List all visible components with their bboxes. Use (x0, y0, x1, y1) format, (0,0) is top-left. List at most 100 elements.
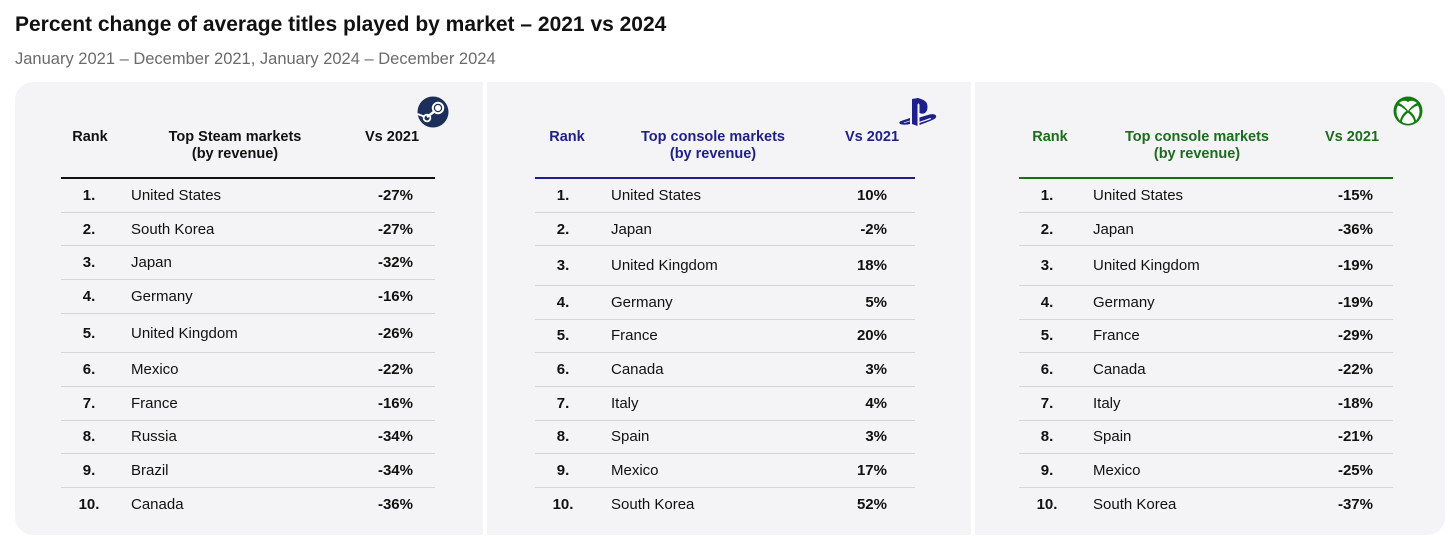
table-row: 1. United States 10% (535, 179, 915, 213)
market-cell: Canada (1093, 361, 1146, 379)
vs-2021-cell: -15% (1337, 186, 1373, 204)
rank-cell: 10. (78, 495, 100, 513)
header-vs: Vs 2021 (844, 129, 900, 145)
header-rank: Rank (549, 129, 585, 145)
rank-cell: 8. (1040, 428, 1054, 446)
table-row: 6. Canada 3% (535, 353, 915, 387)
header-rule (535, 177, 915, 179)
vs-2021-cell: -37% (1337, 495, 1373, 513)
vs-2021-cell: -22% (1337, 361, 1373, 379)
table-row: 6. Canada -22% (1019, 353, 1393, 387)
rank-cell: 3. (1040, 257, 1054, 275)
table-row: 2. Japan -2% (535, 213, 915, 247)
table-row: 7. Italy 4% (535, 387, 915, 421)
table-row: 5. France 20% (535, 320, 915, 354)
vs-2021-cell: -26% (377, 324, 413, 342)
table-row: 6. Mexico -22% (61, 353, 435, 387)
market-cell: South Korea (611, 495, 695, 513)
rank-cell: 7. (556, 394, 570, 412)
vs-2021-cell: 18% (856, 257, 887, 275)
chart-subtitle: January 2021 – December 2021, January 20… (15, 50, 496, 68)
vs-2021-cell: 10% (856, 186, 887, 204)
vs-2021-cell: -27% (377, 186, 413, 204)
market-cell: South Korea (1093, 495, 1177, 513)
table-row: 2. Japan -36% (1019, 213, 1393, 247)
rank-cell: 2. (556, 220, 570, 238)
vs-2021-cell: -22% (377, 361, 413, 379)
vs-2021-cell: -19% (1337, 293, 1373, 311)
market-cell: United Kingdom (131, 324, 238, 342)
table-row: 4. Germany 5% (535, 286, 915, 320)
market-cell: Japan (131, 254, 172, 272)
market-cell: United States (1093, 186, 1184, 204)
vs-2021-cell: -2% (860, 220, 887, 238)
vs-2021-cell: 5% (865, 293, 887, 311)
header-rank: Rank (72, 129, 108, 145)
table-row: 10. Canada -36% (61, 488, 435, 521)
rank-cell: 10. (552, 495, 574, 513)
vs-2021-cell: -27% (377, 220, 413, 238)
rank-cell: 4. (556, 293, 570, 311)
market-cell: Mexico (1093, 462, 1141, 480)
xbox-icon (1393, 96, 1423, 126)
vs-2021-cell: -32% (377, 254, 413, 272)
chart-title: Percent change of average titles played … (15, 13, 667, 36)
header-market-line2: (by revenue) (1153, 146, 1241, 162)
vs-2021-cell: -36% (377, 495, 413, 513)
vs-2021-cell: 3% (865, 361, 887, 379)
market-cell: Mexico (611, 462, 659, 480)
market-cell: United States (131, 186, 222, 204)
table-row: 4. Germany -19% (1019, 286, 1393, 320)
market-cell: United States (611, 186, 702, 204)
table-row: 8. Spain -21% (1019, 421, 1393, 455)
vs-2021-cell: -16% (377, 287, 413, 305)
rank-cell: 3. (556, 257, 570, 275)
rank-cell: 1. (1040, 186, 1054, 204)
header-market: Top console markets (by revenue) (1097, 129, 1297, 163)
rank-cell: 2. (82, 220, 96, 238)
market-cell: Russia (131, 428, 177, 446)
table-row: 3. United Kingdom 18% (535, 246, 915, 286)
table-row: 7. France -16% (61, 387, 435, 421)
market-cell: France (1093, 327, 1140, 345)
table-row: 4. Germany -16% (61, 280, 435, 314)
steam-panel: Rank Top Steam markets (by revenue) Vs 2… (15, 82, 483, 535)
table-row: 3. United Kingdom -19% (1019, 246, 1393, 286)
header-rule (1019, 177, 1393, 179)
rank-cell: 4. (1040, 293, 1054, 311)
header-market-line1: Top console markets (1125, 129, 1269, 145)
table-row: 5. United Kingdom -26% (61, 314, 435, 354)
market-cell: Canada (611, 361, 664, 379)
market-cell: South Korea (131, 220, 215, 238)
table-row: 9. Brazil -34% (61, 454, 435, 488)
vs-2021-cell: -16% (377, 394, 413, 412)
market-cell: Spain (611, 428, 650, 446)
market-cell: Spain (1093, 428, 1132, 446)
rank-cell: 9. (82, 462, 96, 480)
table-body: 1. United States 10% 2. Japan -2% 3. United Kin… (535, 179, 915, 521)
market-cell: Mexico (131, 361, 179, 379)
table-row: 2. South Korea -27% (61, 213, 435, 247)
table-row: 9. Mexico -25% (1019, 454, 1393, 488)
rank-cell: 6. (82, 361, 96, 379)
rank-cell: 5. (1040, 327, 1054, 345)
vs-2021-cell: -25% (1337, 462, 1373, 480)
market-cell: Italy (611, 394, 639, 412)
table-row: 10. South Korea 52% (535, 488, 915, 521)
header-market-line1: Top console markets (641, 129, 785, 145)
header-market: Top console markets (by revenue) (613, 129, 813, 163)
header-rule (61, 177, 435, 179)
rank-cell: 1. (556, 186, 570, 204)
table-row: 10. South Korea -37% (1019, 488, 1393, 521)
playstation-panel: Rank Top console markets (by revenue) Vs… (487, 82, 971, 535)
steam-icon (417, 96, 449, 128)
vs-2021-cell: -19% (1337, 257, 1373, 275)
vs-2021-cell: 17% (856, 462, 887, 480)
rank-cell: 6. (556, 361, 570, 379)
rank-cell: 8. (556, 428, 570, 446)
rank-cell: 7. (1040, 394, 1054, 412)
table-row: 7. Italy -18% (1019, 387, 1393, 421)
rank-cell: 6. (1040, 361, 1054, 379)
header-vs: Vs 2021 (364, 129, 420, 145)
rank-cell: 1. (82, 186, 96, 204)
